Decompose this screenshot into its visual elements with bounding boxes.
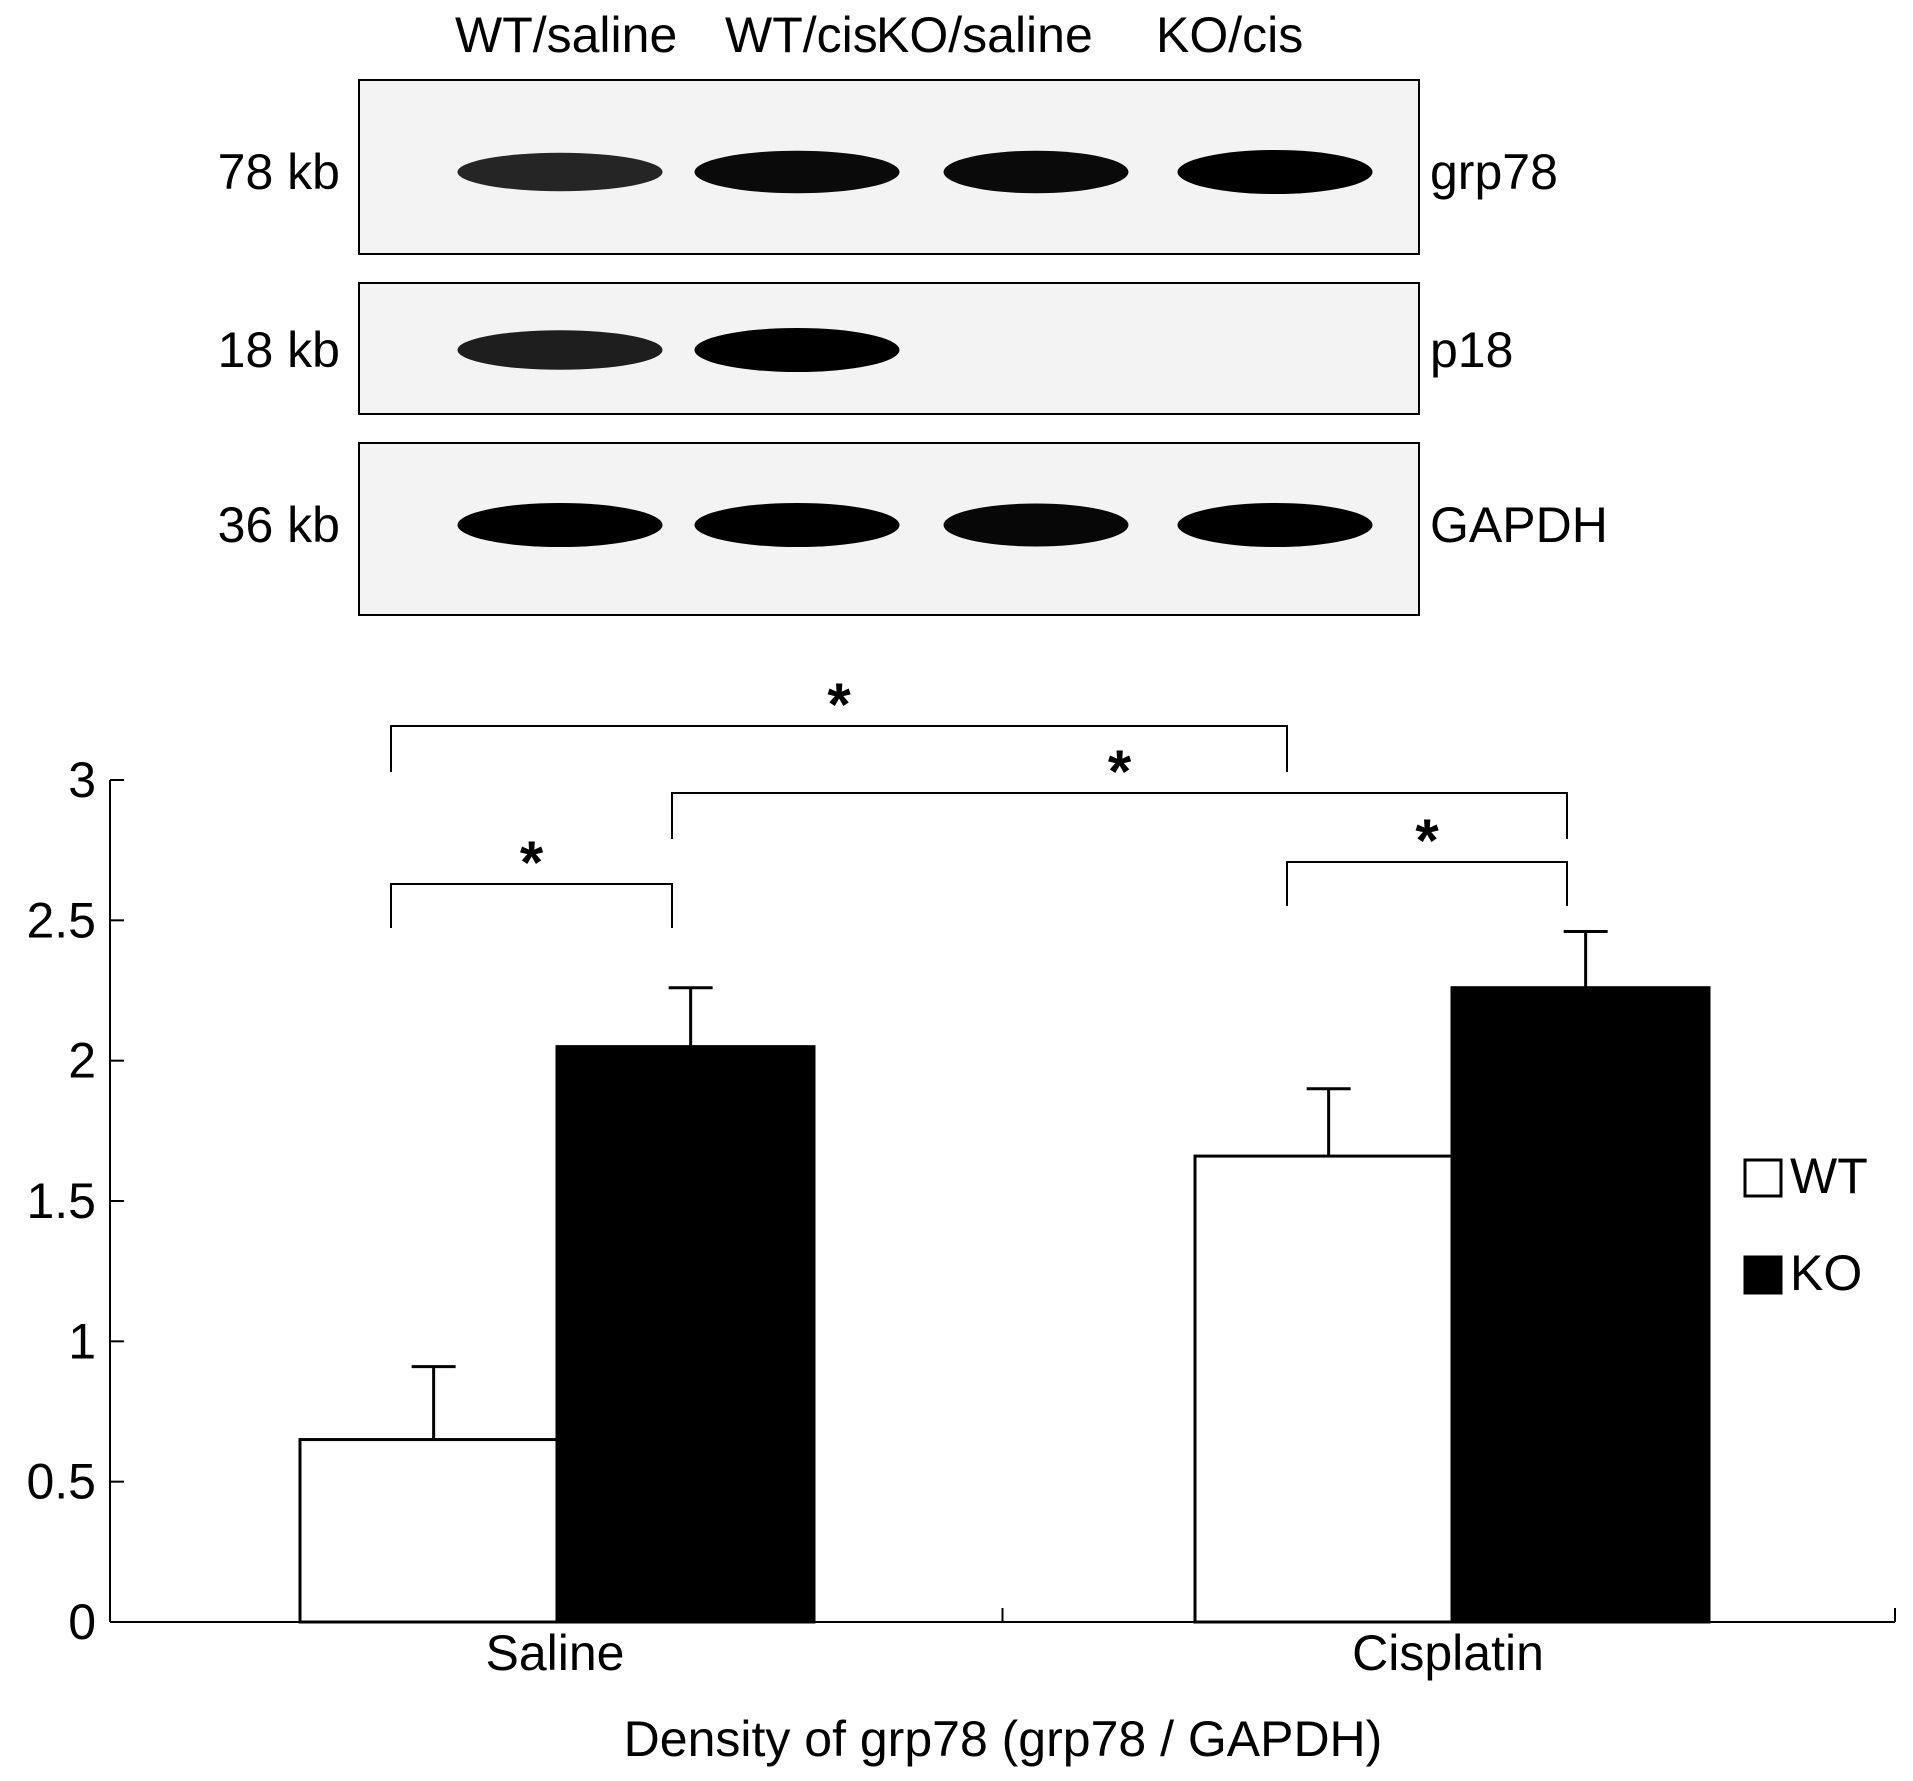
category-label: Cisplatin [1352,1625,1544,1681]
significance-bracket [390,883,673,928]
significance-bracket [671,792,1568,839]
western-blot: 78 kb grp78 18 kb p18 36 kb GAPDH [218,79,1608,616]
y-tick-label: 3 [68,752,96,808]
y-tick-label: 0.5 [26,1454,96,1510]
lane-header: WT/saline [455,7,677,63]
legend-label-wt: WT [1790,1148,1868,1204]
blot-band [457,152,663,192]
blot-band [1177,150,1373,194]
lane-header: KO/saline [876,7,1093,63]
bar-ko-cisplatin [1450,986,1711,1624]
blot-band [694,328,900,372]
y-axis: 0 0.5 1 1.5 2 2.5 3 [26,752,124,1650]
blot-band [694,503,900,547]
bar-wt-cisplatin [1193,1154,1454,1624]
legend-swatch-wt [1743,1158,1783,1198]
marker-size-label: 18 kb [218,322,340,378]
legend-swatch-ko [1743,1255,1783,1295]
blot-band [457,330,663,370]
significance-star: * [1108,738,1132,805]
legend: WT KO [1743,1148,1868,1301]
lane-header: WT/cis [725,7,878,63]
protein-label: grp78 [1430,144,1558,200]
bar-ko-saline [555,1045,816,1624]
lane-headers: WT/saline WT/cis KO/saline KO/cis [455,7,1303,63]
bar-chart: 0 0.5 1 1.5 2 2.5 3 * * * * Saline Cisplatin Dens… [26,671,1896,1767]
x-axis-title: Density of grp78 (grp78 / GAPDH) [624,1711,1383,1767]
significance-star: * [520,829,544,896]
lane-header: KO/cis [1156,7,1303,63]
blot-band [694,150,900,194]
category-labels: Saline Cisplatin [486,1625,1544,1681]
significance-bracket [390,725,1288,772]
significance-bracket [1286,861,1568,906]
significance-star: * [827,671,851,738]
category-label: Saline [486,1625,625,1681]
y-tick-label: 2 [68,1033,96,1089]
significance-brackets: * * * * [390,671,1568,928]
legend-label-ko: KO [1790,1245,1862,1301]
protein-label: GAPDH [1430,497,1608,553]
bar-wt-saline [298,1438,559,1624]
blot-band [943,503,1129,547]
y-tick-label: 0 [68,1594,96,1650]
bars [298,930,1711,1624]
protein-label: p18 [1430,322,1513,378]
blot-band [457,503,663,547]
y-tick-label: 1 [68,1313,96,1369]
blot-band [943,150,1129,194]
marker-size-label: 36 kb [218,497,340,553]
y-tick-label: 1.5 [26,1173,96,1229]
y-tick-label: 2.5 [26,892,96,948]
marker-size-label: 78 kb [218,144,340,200]
significance-star: * [1415,807,1439,874]
blot-band [1177,503,1373,547]
